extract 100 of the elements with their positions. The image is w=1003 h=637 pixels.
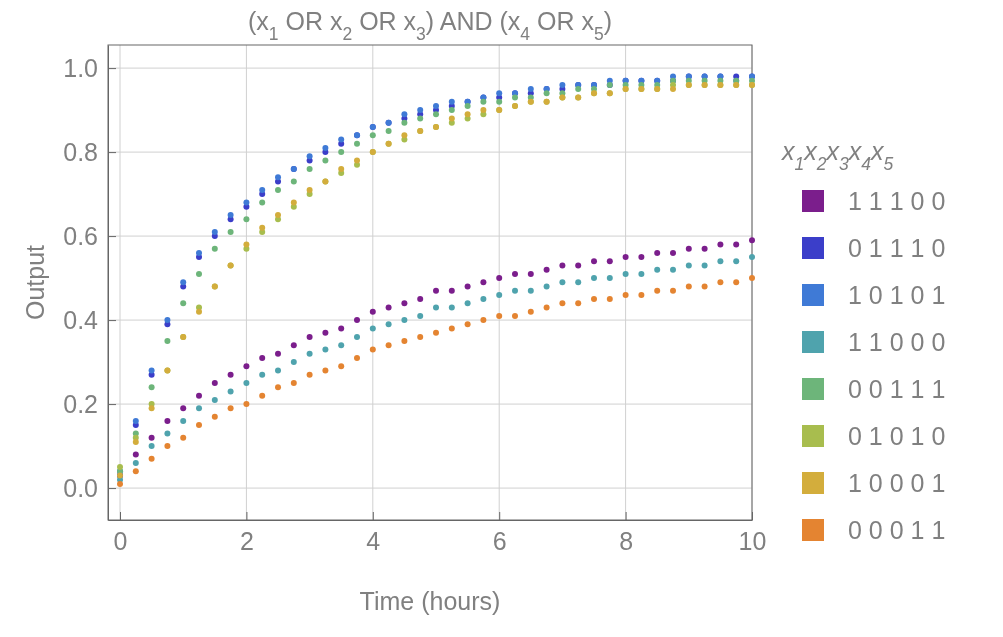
point [496, 275, 503, 282]
point [196, 308, 203, 315]
point [464, 102, 471, 109]
point [354, 140, 361, 147]
point [290, 342, 297, 349]
point [290, 380, 297, 387]
point [132, 438, 139, 445]
point [417, 107, 424, 114]
point [322, 157, 329, 164]
point [180, 300, 187, 307]
point [227, 212, 234, 219]
point [259, 224, 266, 231]
point [290, 199, 297, 206]
point [401, 132, 408, 139]
point [148, 405, 155, 412]
point [259, 392, 266, 399]
point [543, 283, 550, 290]
point [749, 275, 755, 282]
point [401, 111, 408, 118]
point [654, 266, 661, 273]
point [227, 388, 234, 395]
point [275, 367, 282, 374]
point [306, 153, 313, 160]
point [654, 249, 661, 256]
point [512, 270, 518, 277]
point [385, 321, 392, 328]
point [164, 430, 171, 437]
point [559, 262, 566, 269]
point [701, 283, 708, 290]
point [275, 350, 282, 357]
point [275, 186, 282, 193]
point [464, 283, 471, 290]
point [369, 325, 376, 332]
point [433, 304, 439, 311]
point [180, 405, 187, 412]
point [448, 98, 455, 105]
point [591, 296, 597, 303]
point [401, 317, 408, 324]
point [275, 174, 282, 181]
point [354, 157, 361, 164]
point [527, 270, 534, 277]
point [464, 111, 471, 118]
point [148, 367, 155, 374]
point [606, 275, 613, 282]
point [196, 270, 203, 277]
point [670, 266, 676, 273]
point [338, 140, 345, 147]
point [164, 338, 171, 345]
point [685, 283, 692, 290]
point [622, 254, 629, 261]
point [448, 115, 455, 122]
y-axis-title: Output [21, 244, 49, 321]
point [543, 266, 550, 273]
point [543, 304, 550, 311]
point [164, 417, 171, 424]
y-tick-label: 0.4 [63, 305, 99, 334]
point [227, 405, 234, 412]
legend-label: 0 0 0 1 1 [848, 516, 946, 544]
point [211, 396, 218, 403]
point [575, 300, 582, 307]
point [243, 363, 250, 370]
point [132, 459, 139, 466]
point [575, 262, 582, 269]
point [717, 241, 724, 248]
point [338, 149, 345, 156]
legend-label: 1 1 0 0 0 [848, 328, 946, 356]
point [749, 254, 755, 261]
point [417, 333, 424, 340]
y-tick-label: 0.2 [63, 389, 98, 418]
point [559, 300, 566, 307]
point [591, 258, 597, 265]
point [685, 262, 692, 269]
point [243, 216, 250, 223]
point [401, 119, 408, 126]
point [385, 342, 392, 349]
point [369, 132, 376, 139]
point [433, 102, 439, 109]
point [132, 451, 139, 458]
point [243, 241, 250, 248]
point [338, 325, 345, 332]
point [417, 312, 424, 319]
point [622, 291, 629, 298]
point [354, 333, 361, 340]
point [259, 371, 266, 378]
point [464, 321, 471, 328]
x-tick-label: 2 [239, 526, 254, 555]
point [733, 241, 740, 248]
point [290, 178, 297, 185]
point [290, 359, 297, 366]
point [527, 287, 534, 294]
point [448, 325, 455, 332]
point [322, 346, 329, 353]
point [117, 464, 124, 471]
legend-label: 1 0 0 0 1 [848, 469, 946, 497]
point [701, 262, 708, 269]
point [306, 186, 313, 193]
text: x$_{1}$x$_{2}$x$_{3}$x$_{4}$x$_{5}$ [782, 137, 894, 174]
point [527, 308, 534, 315]
legend-label: 0 1 0 1 0 [848, 422, 946, 450]
point [606, 296, 613, 303]
